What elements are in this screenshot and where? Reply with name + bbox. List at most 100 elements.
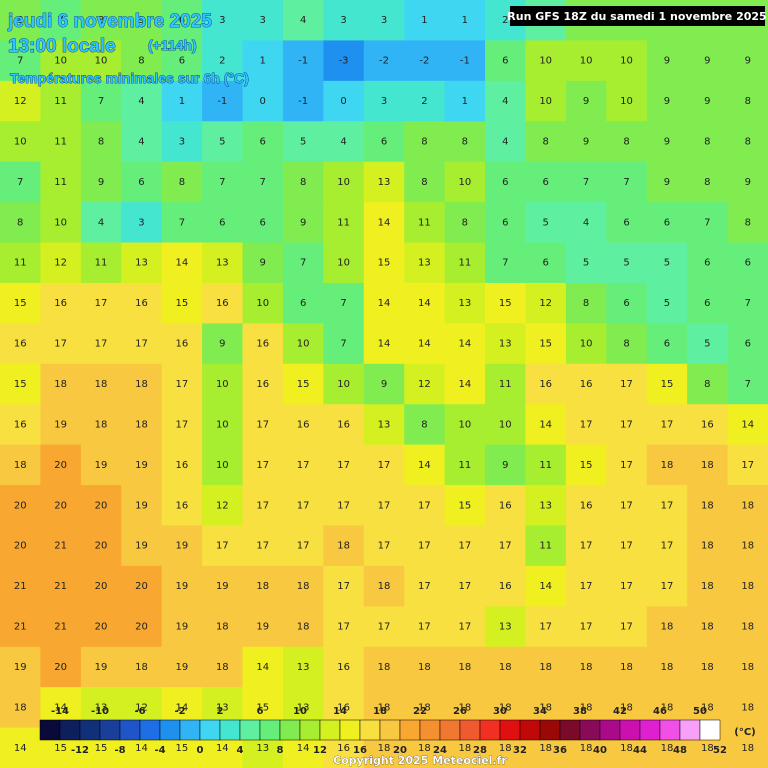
legend-swatch	[199, 719, 221, 741]
legend-label: -2	[174, 706, 185, 717]
cell	[161, 282, 203, 324]
cell	[444, 282, 486, 324]
cell	[404, 80, 446, 122]
time: 13:00 locale	[8, 36, 116, 57]
cell	[363, 202, 405, 244]
cell-value: 15	[297, 379, 310, 390]
cell-value: 12	[216, 500, 229, 511]
cell-value: 17	[661, 419, 674, 430]
cell-value: 8	[300, 177, 306, 188]
cell-value: 13	[378, 177, 391, 188]
cell-value: 8	[745, 96, 751, 107]
cell	[404, 202, 446, 244]
cell	[687, 161, 729, 203]
cell-value: 14	[458, 379, 471, 390]
cell-value: 6	[502, 56, 508, 67]
legend-label: 38	[573, 706, 587, 717]
cell	[323, 565, 365, 607]
cell-value: 1	[421, 15, 427, 26]
cell-value: 10	[216, 419, 229, 430]
cell-value: 10	[54, 217, 67, 228]
cell	[606, 202, 648, 244]
cell	[40, 606, 82, 648]
cell	[282, 606, 324, 648]
cell	[0, 80, 41, 122]
cell	[646, 404, 688, 446]
cell	[121, 282, 163, 324]
cell-value: 15	[378, 258, 391, 269]
cell	[565, 525, 607, 567]
cell	[282, 565, 324, 607]
cell-value: 9	[745, 56, 751, 67]
cell-value: 1	[260, 56, 266, 67]
cell-value: 4	[583, 217, 589, 228]
cell-value: 6	[704, 298, 710, 309]
legend-label: 0	[197, 745, 204, 756]
cell-value: 10	[297, 339, 310, 350]
cell	[485, 40, 526, 82]
cell	[242, 565, 284, 607]
cell-value: 14	[176, 258, 189, 269]
cell-value: 3	[179, 136, 185, 147]
cell-value: 4	[138, 136, 144, 147]
cell-value: 12	[418, 379, 431, 390]
cell-value: 18	[216, 622, 229, 633]
cell-value: 6	[260, 136, 266, 147]
cell-value: 16	[256, 339, 269, 350]
cell	[161, 80, 203, 122]
cell-value: 13	[297, 662, 310, 673]
cell	[727, 161, 768, 203]
cell-value: 17	[418, 500, 431, 511]
cell	[404, 0, 446, 41]
cell-value: 13	[216, 258, 229, 269]
cell-value: 18	[580, 662, 593, 673]
cell-value: 10	[95, 56, 108, 67]
cell	[525, 565, 567, 607]
cell	[444, 565, 486, 607]
cell-value: 4	[98, 217, 104, 228]
cell	[687, 40, 729, 82]
cell-value: 18	[620, 662, 633, 673]
cell-value: 18	[14, 702, 27, 713]
legend-swatch	[399, 719, 421, 741]
cell-value: 16	[176, 500, 189, 511]
run-box	[510, 6, 765, 26]
cell	[242, 606, 284, 648]
cell	[323, 242, 365, 284]
cell	[121, 606, 163, 648]
cell-value: 6	[745, 258, 751, 269]
cell	[404, 444, 446, 486]
cell-value: 11	[95, 258, 108, 269]
cell-value: 6	[664, 339, 670, 350]
cell	[242, 242, 284, 284]
legend-swatch	[319, 719, 341, 741]
cell	[40, 525, 82, 567]
cell	[282, 525, 324, 567]
cell-value: 17	[580, 622, 593, 633]
cell	[606, 323, 648, 365]
cell	[525, 323, 567, 365]
cell-value: 11	[458, 460, 471, 471]
cell	[444, 444, 486, 486]
cell-value: 12	[539, 298, 552, 309]
cell-value: 13	[216, 702, 229, 713]
cell-value: 16	[176, 460, 189, 471]
cell-value: 12	[14, 96, 27, 107]
cell	[40, 282, 82, 324]
cell-value: 7	[704, 217, 710, 228]
cell	[646, 444, 688, 486]
cell-value: 8	[462, 136, 468, 147]
cell-value: 10	[620, 96, 633, 107]
cell	[80, 282, 122, 324]
cell	[727, 40, 768, 82]
cell	[363, 606, 405, 648]
cell-value: 21	[14, 581, 27, 592]
cell-value: 8	[98, 136, 104, 147]
legend-swatch	[559, 719, 581, 741]
cell-value: 9	[300, 217, 306, 228]
cell	[161, 404, 203, 446]
cell-value: 17	[418, 622, 431, 633]
cell	[727, 687, 768, 729]
cell-value: 19	[216, 581, 229, 592]
cell-value: 0	[260, 96, 266, 107]
